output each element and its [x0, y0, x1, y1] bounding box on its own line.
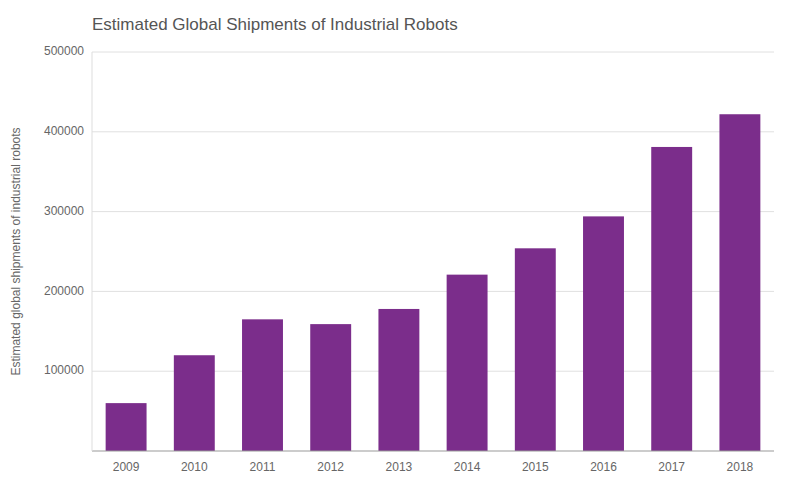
y-tick-label: 300000	[44, 204, 84, 218]
bar	[174, 355, 215, 451]
y-axis: 100000 200000 300000 400000 500000	[44, 44, 84, 377]
title: Estimated Global Shipments of Industrial…	[92, 15, 458, 34]
x-tick-label: 2015	[522, 460, 549, 474]
x-tick-label: 2013	[386, 460, 413, 474]
bar	[106, 403, 147, 451]
x-tick-label: 2012	[317, 460, 344, 474]
chart: 1000002000003000004000005000002009201020…	[0, 0, 794, 491]
bar	[242, 319, 283, 451]
bar	[719, 114, 760, 451]
grid-line	[92, 52, 774, 53]
bar	[310, 324, 351, 451]
bar	[651, 147, 692, 451]
bar	[583, 216, 624, 451]
x-tick-label: 2009	[113, 460, 140, 474]
y-tick-label: 100000	[44, 363, 84, 377]
x-tick-label: 2016	[590, 460, 617, 474]
y-axis-label: Estimated global shipments of industrial…	[9, 127, 23, 375]
bar	[378, 309, 419, 451]
chart-container: 1000002000003000004000005000002009201020…	[0, 0, 794, 491]
x-tick-label: 2017	[658, 460, 685, 474]
y-tick-label: 500000	[44, 44, 84, 58]
x-tick-label: 2018	[727, 460, 754, 474]
grid-line	[92, 131, 774, 132]
x-tick-label: 2010	[181, 460, 208, 474]
x-axis: 2009 2010 2011 2012 2013 2014 2015 2016 2017 2018	[113, 460, 754, 474]
x-axis-line	[92, 451, 774, 452]
x-tick-label: 2014	[454, 460, 481, 474]
bars	[106, 114, 761, 451]
y-tick-label: 200000	[44, 284, 84, 298]
x-tick-label: 2011	[250, 460, 276, 474]
bar	[515, 248, 556, 451]
y-tick-label: 400000	[44, 124, 84, 138]
bar	[447, 275, 488, 451]
y-axis-line	[92, 52, 93, 451]
